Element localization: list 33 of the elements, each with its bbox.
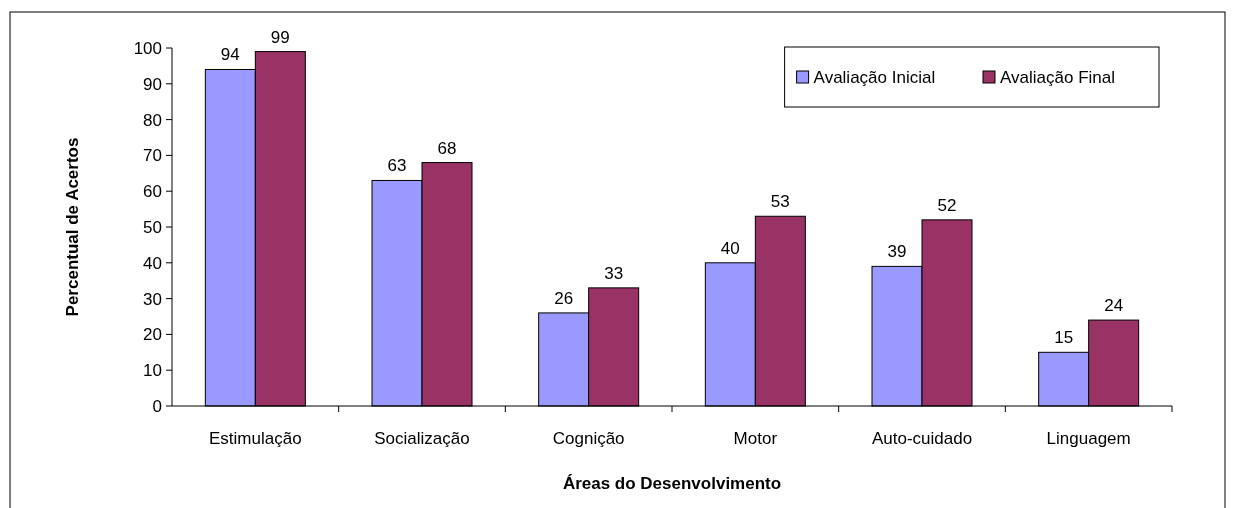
data-label: 53: [770, 192, 790, 212]
x-tick-label: Auto-cuidado: [871, 429, 973, 448]
y-tick-label: 50: [143, 217, 162, 237]
y-tick-label: 20: [143, 325, 162, 345]
data-label: 40: [720, 238, 740, 258]
y-tick-label: 10: [143, 361, 162, 381]
x-tick-label: Cognição: [552, 429, 625, 448]
y-tick-label: 60: [143, 182, 162, 202]
data-label: 26: [554, 288, 574, 308]
data-label: 24: [1104, 296, 1124, 316]
data-label: 15: [1054, 328, 1074, 348]
y-axis-title: Percentual de Acertos: [63, 137, 82, 317]
y-tick-label: 100: [133, 38, 162, 58]
data-label: 52: [937, 195, 957, 215]
data-label: 63: [387, 156, 407, 176]
y-tick-label: 0: [152, 396, 162, 416]
data-label: 99: [270, 27, 290, 47]
x-tick-label: Linguagem: [1046, 429, 1131, 448]
data-label: 39: [887, 242, 907, 262]
x-tick-label: Motor: [733, 429, 778, 448]
data-label: 33: [604, 263, 624, 283]
y-tick-label: 90: [143, 74, 162, 94]
legend-label: Avaliação Final: [1000, 68, 1115, 87]
x-axis-title: Áreas do Desenvolvimento: [562, 474, 782, 493]
y-tick-label: 80: [143, 110, 162, 130]
y-tick-label: 30: [143, 289, 162, 309]
y-tick-label: 40: [143, 253, 162, 273]
x-tick-label: Socialização: [374, 429, 470, 448]
data-label: 94: [220, 45, 240, 65]
legend-label: Avaliação Inicial: [813, 68, 936, 87]
y-tick-label: 70: [143, 146, 162, 166]
data-label: 68: [437, 138, 457, 158]
x-tick-label: Estimulação: [209, 429, 302, 448]
